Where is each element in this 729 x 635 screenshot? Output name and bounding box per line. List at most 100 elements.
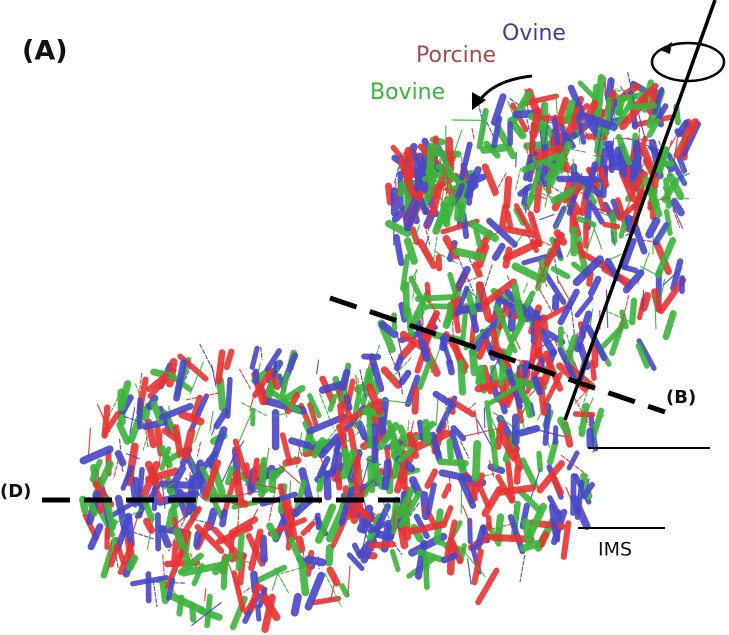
helix — [258, 607, 259, 619]
helix — [606, 99, 609, 134]
helix — [479, 369, 481, 382]
helix — [408, 151, 411, 175]
helix — [323, 385, 342, 390]
helix — [457, 252, 482, 257]
helix — [533, 241, 537, 250]
helix — [478, 571, 496, 603]
helix — [397, 237, 402, 263]
cut-label-d: (D) — [0, 481, 31, 502]
helix — [476, 444, 477, 478]
helix — [666, 314, 673, 337]
helix — [576, 414, 593, 415]
helix — [239, 415, 251, 442]
helix — [302, 565, 305, 592]
helix — [267, 448, 269, 461]
helix — [303, 524, 313, 533]
helix — [520, 555, 525, 582]
helix — [541, 535, 546, 546]
helix — [342, 586, 347, 595]
helix — [539, 453, 540, 469]
helix — [385, 463, 388, 487]
helix — [392, 551, 397, 569]
helix — [426, 558, 427, 587]
helix — [420, 423, 423, 438]
helix — [569, 453, 577, 468]
helix — [114, 460, 118, 478]
helix — [598, 78, 601, 114]
helix — [561, 420, 567, 431]
helix — [198, 442, 201, 456]
helix — [554, 269, 568, 276]
helix — [461, 363, 463, 392]
helix — [314, 599, 338, 603]
helix — [567, 103, 571, 120]
helix — [520, 186, 530, 193]
helix — [263, 538, 264, 560]
helix — [444, 486, 449, 496]
helix — [507, 179, 509, 206]
helix — [550, 442, 555, 462]
helix — [631, 106, 654, 107]
helix — [473, 352, 475, 373]
helix — [226, 352, 231, 369]
helix — [339, 473, 340, 487]
helix — [535, 379, 539, 392]
helix — [476, 265, 480, 275]
helix — [605, 78, 606, 96]
helix — [348, 566, 350, 596]
ims-label: IMS — [598, 539, 632, 561]
helix — [415, 389, 416, 412]
helix — [501, 488, 532, 492]
helix — [499, 517, 501, 533]
helix — [205, 589, 206, 601]
helix — [567, 334, 570, 346]
helix — [438, 216, 443, 226]
helix — [274, 363, 277, 375]
helix — [400, 184, 402, 195]
helix — [262, 460, 265, 494]
helix — [516, 168, 521, 189]
helix — [425, 236, 429, 246]
helix — [195, 425, 201, 442]
helix — [494, 332, 498, 354]
helix — [371, 544, 392, 545]
helix — [436, 395, 438, 426]
helix — [418, 297, 453, 299]
helix — [440, 462, 465, 464]
panel-label: (A) — [22, 36, 68, 67]
helix — [186, 432, 192, 456]
helix — [402, 373, 408, 382]
legend-ovine: Ovine — [502, 21, 566, 46]
helix — [468, 559, 471, 584]
helix — [269, 490, 275, 521]
helix — [359, 424, 364, 437]
helix — [217, 412, 226, 426]
helix — [413, 480, 418, 492]
helix — [556, 209, 564, 226]
helix — [656, 225, 666, 242]
helix — [637, 143, 638, 169]
helix — [197, 534, 198, 544]
helix — [454, 130, 462, 154]
helix — [619, 99, 623, 113]
helix — [523, 283, 528, 294]
helix — [417, 158, 419, 188]
helix — [540, 215, 554, 220]
helix — [624, 267, 635, 270]
helix — [329, 548, 330, 563]
helix — [445, 508, 451, 522]
helix — [485, 167, 495, 192]
helix — [592, 363, 594, 379]
helix — [534, 110, 538, 136]
helix — [222, 512, 224, 524]
helix — [428, 485, 434, 513]
helix — [605, 224, 618, 226]
helix — [632, 301, 634, 322]
helix — [169, 510, 172, 525]
helix — [144, 500, 151, 519]
helix — [129, 516, 132, 543]
helix — [173, 597, 202, 611]
helix — [295, 597, 298, 613]
helix — [252, 348, 257, 367]
helix — [308, 559, 322, 562]
